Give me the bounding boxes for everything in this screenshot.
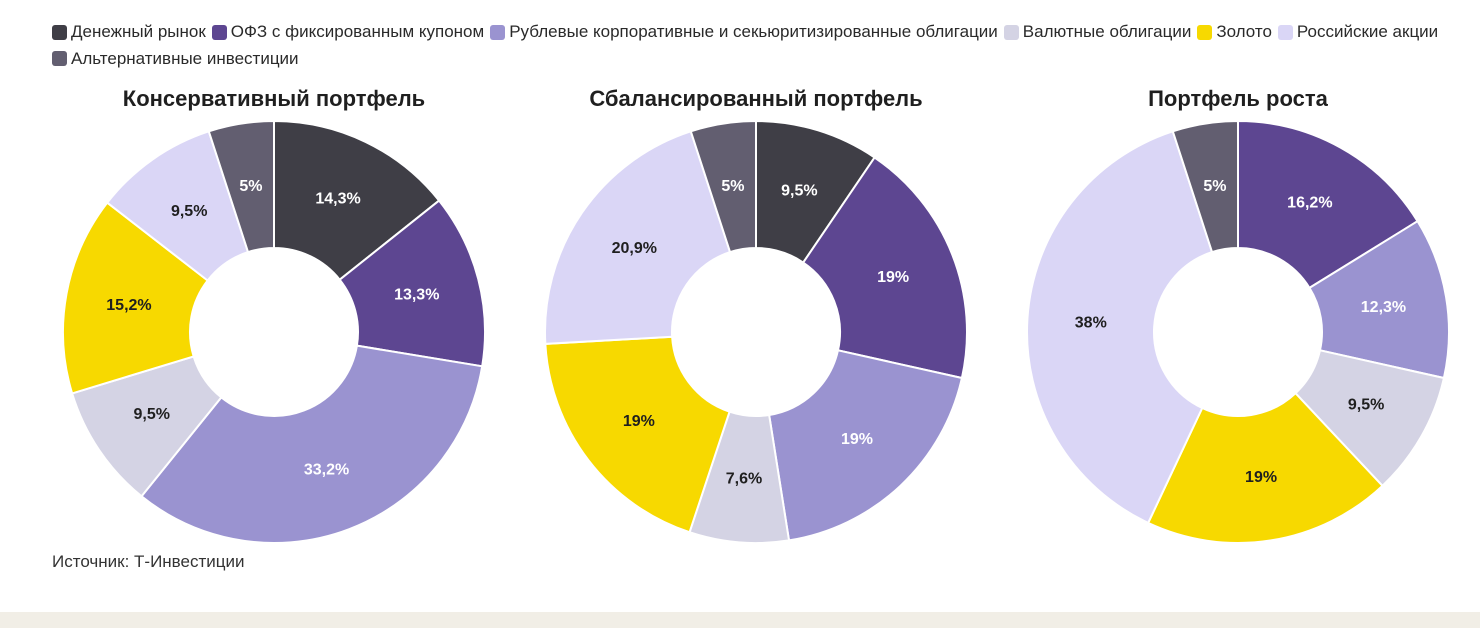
slice-label: 9,5% [1348,397,1384,414]
donut-chart-conservative: 14,3% 13,3% 33,2% 9,5% 15,2% 9,5% 5% [62,119,486,544]
legend-item: Денежный рынок [52,20,206,44]
legend-label: ОФЗ с фиксированным купоном [230,22,485,41]
donut-slice [140,344,484,544]
legend-label: Золото [1216,22,1272,41]
chart-title-growth: Портфель роста [1148,86,1328,111]
legend-swatch [52,51,67,66]
donut-slice [689,119,757,254]
source-note: Источник: Т-Инвестиции [52,552,245,571]
legend-swatch [1277,24,1293,40]
legend: Денежный рынок ОФЗ с фиксированным купоно… [52,20,1452,73]
legend-item: Альтернативные инвестиции [52,47,299,71]
footer-band [0,612,1480,628]
donut-slice [767,349,964,542]
legend-item: Валютные облигации [1003,20,1192,44]
slice-label: 20,9% [612,240,657,257]
donut-slice [544,130,732,345]
legend-swatch [1197,24,1213,40]
donut-slice [1308,219,1450,380]
legend-item: Российские акции [1277,20,1439,44]
slice-label: 33,2% [304,461,349,478]
slice-label: 5% [1203,178,1226,195]
slice-label: 13,3% [394,286,439,303]
slice-label: 12,3% [1361,299,1406,316]
legend-label: Рублевые корпоративные и секьюритизирова… [509,22,998,41]
slice-label: 19% [623,413,655,430]
slice-label: 9,5% [134,406,170,423]
legend-label: Денежный рынок [71,22,206,41]
legend-item: Золото [1197,20,1272,44]
donut-slice [207,119,275,254]
donut-slice [273,119,441,282]
donut-slice [1026,130,1214,525]
chart-title-conservative: Консервативный портфель [122,86,426,111]
donut-slice [62,201,210,395]
donut-slice [1237,119,1419,290]
slice-label: 19% [841,431,873,448]
slice-label: 7,6% [726,471,762,488]
slice-label: 19% [877,269,909,286]
donut-slice [801,156,968,380]
slice-label: 9,5% [781,183,817,200]
legend-label: Альтернативные инвестиции [71,48,299,68]
legend-label: Валютные облигации [1022,22,1192,41]
legend-swatch [1003,24,1019,40]
slice-label: 5% [239,178,262,195]
chart-title-balanced: Сбалансированный портфель [589,86,923,111]
slice-label: 9,5% [171,203,207,220]
slice-label: 14,3% [315,191,360,208]
donut-slice [544,335,731,534]
slice-label: 5% [721,178,744,195]
legend-swatch [490,24,506,40]
legend-item: Рублевые корпоративные и секьюритизирова… [490,20,998,44]
legend-label: Российские акции [1296,22,1439,41]
slice-label: 38% [1075,314,1107,331]
slice-label: 16,2% [1287,195,1332,212]
legend-swatch [52,24,67,40]
legend-item: ОФЗ с фиксированным купоном [211,20,485,44]
slice-label: 15,2% [106,297,151,314]
donut-slice [1171,119,1239,254]
donut-chart-growth: 16,2% 12,3% 9,5% 19% 38% 5% [1026,119,1450,544]
slice-label: 19% [1245,469,1277,486]
donut-slice [338,199,486,368]
donut-chart-balanced: 9,5% 19% 19% 7,6% 19% 20,9% 5% [544,119,968,544]
donut-slice [1146,391,1384,544]
legend-swatch [211,24,227,40]
